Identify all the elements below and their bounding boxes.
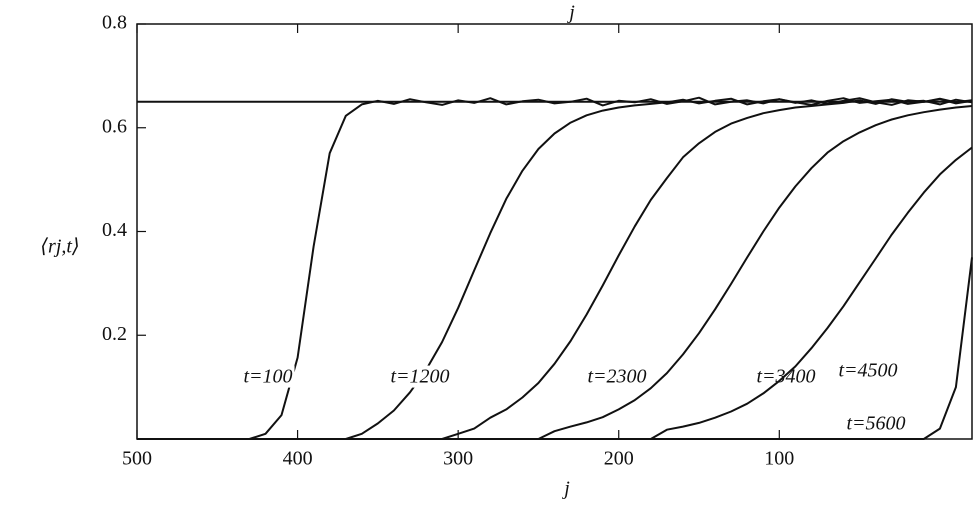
x-tick-label: 100 [764, 448, 794, 470]
y-tick-label: 0.4 [102, 219, 127, 241]
x-tick-label: 400 [283, 448, 313, 470]
x-axis-label: j [561, 478, 570, 500]
x-axis-label-top: j [566, 2, 575, 24]
label-background [836, 359, 900, 382]
curve [137, 257, 973, 440]
curve-label: t=2300 [587, 366, 646, 388]
curve [137, 97, 973, 440]
curve-label: t=4500 [838, 360, 897, 382]
curve-label: t=5600 [846, 413, 905, 435]
x-tick-label: 300 [443, 448, 473, 470]
label-background [241, 365, 295, 388]
y-axis-label: ⟨rj,t⟩ [40, 236, 80, 258]
curve-label: t=1200 [390, 366, 449, 388]
curve [137, 98, 973, 440]
curve [137, 146, 973, 440]
x-tick-label: 200 [604, 448, 634, 470]
curve-label: t=100 [243, 366, 292, 388]
x-tick-label: 500 [122, 448, 152, 470]
y-tick-label: 0.2 [102, 323, 127, 345]
label-background [754, 365, 818, 388]
label-background [585, 365, 649, 388]
label-background [388, 365, 452, 388]
label-background [844, 412, 908, 435]
y-tick-label: 0.8 [102, 12, 127, 34]
y-tick-label: 0.6 [102, 115, 127, 137]
curve [137, 96, 973, 440]
curve-label: t=3400 [756, 366, 815, 388]
curve [137, 105, 973, 440]
